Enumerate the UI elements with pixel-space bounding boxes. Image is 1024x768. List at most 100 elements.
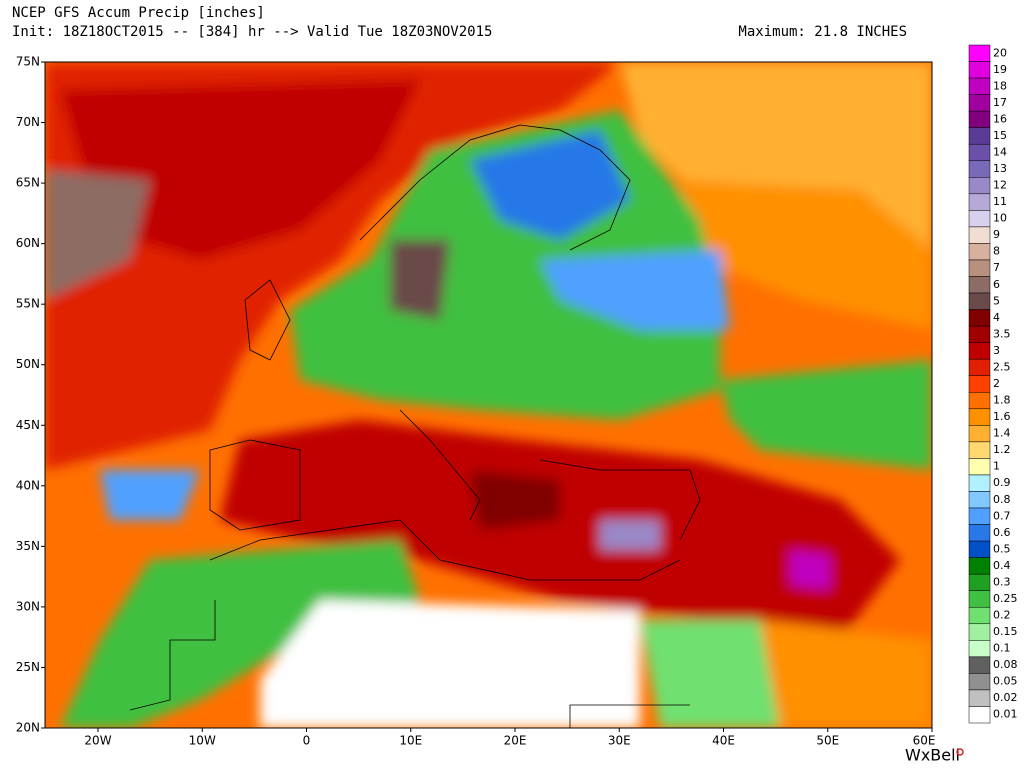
lat-label: 25N — [16, 660, 40, 674]
colorbar-label: 0.6 — [993, 526, 1011, 539]
colorbar-swatch — [968, 193, 991, 211]
colorbar-label: 0.1 — [993, 642, 1011, 655]
colorbar-label: 3.5 — [993, 327, 1011, 340]
atlantic-dark — [60, 80, 420, 260]
lat-label: 45N — [16, 418, 40, 432]
colorbar-swatch — [968, 640, 991, 658]
colorbar-swatch — [968, 276, 991, 294]
colorbar-label: 0.05 — [993, 675, 1018, 688]
lat-label: 20N — [16, 721, 40, 735]
colorbar-label: 0.02 — [993, 691, 1018, 704]
colorbar-label: 6 — [993, 278, 1000, 291]
colorbar-label: 1.2 — [993, 443, 1011, 456]
lat-label: 55N — [16, 297, 40, 311]
red-sea-green — [640, 620, 780, 728]
colorbar-label: 2.5 — [993, 360, 1011, 373]
colorbar-label: 11 — [993, 195, 1007, 208]
colorbar-swatch — [968, 706, 991, 724]
colorbar-label: 15 — [993, 129, 1007, 142]
credit-logo — [956, 748, 964, 756]
caspian-green — [720, 360, 932, 470]
lon-label: 20W — [84, 734, 111, 748]
lon-label: 40E — [712, 734, 735, 748]
colorbar-swatch — [968, 392, 991, 410]
colorbar-swatch — [968, 342, 991, 360]
colorbar-label: 2 — [993, 377, 1000, 390]
colorbar-swatch — [968, 44, 991, 62]
colorbar-label: 1.6 — [993, 410, 1011, 423]
colorbar-swatch — [968, 94, 991, 112]
colorbar-swatch — [968, 557, 991, 575]
colorbar-swatch — [968, 61, 991, 79]
maximum: Maximum: 21.8 INCHES — [738, 24, 907, 40]
colorbar-label: 5 — [993, 294, 1000, 307]
colorbar-swatch — [968, 507, 991, 525]
scandinavia-blue — [470, 130, 630, 240]
colorbar-label: 1.8 — [993, 394, 1011, 407]
coastlines — [129, 124, 701, 728]
lat-label: 70N — [16, 115, 40, 129]
iran-magenta — [790, 550, 830, 590]
colorbar-swatch — [968, 689, 991, 707]
colorbar-label: 0.25 — [993, 592, 1018, 605]
lat-label: 50N — [16, 357, 40, 371]
africa-coast — [209, 519, 681, 581]
init-line: Init: 18Z18OCT2015 -- [384] hr --> Valid… — [12, 24, 492, 40]
colorbar-swatch — [968, 441, 991, 459]
arabia-orange — [760, 620, 932, 728]
colorbar-swatch — [968, 160, 991, 178]
lon-label: 20E — [504, 734, 527, 748]
colorbar-label: 12 — [993, 179, 1007, 192]
colorbar-label: 3 — [993, 344, 1000, 357]
colorbar-swatch — [968, 243, 991, 261]
colorbar-swatch — [968, 524, 991, 542]
britain-coast — [244, 279, 291, 361]
lon-label: 30E — [608, 734, 631, 748]
colorbar-label: 4 — [993, 311, 1000, 324]
colorbar-swatch — [968, 458, 991, 476]
turkey-coast — [539, 459, 701, 541]
colorbar-label: 19 — [993, 63, 1007, 76]
colorbar-label: 8 — [993, 245, 1000, 258]
colorbar-swatch — [968, 143, 991, 162]
colorbar-label: 0.2 — [993, 609, 1011, 622]
colorbar-swatch — [968, 540, 991, 558]
colorbar-label: 0.01 — [993, 708, 1018, 721]
azores-blue — [100, 470, 200, 520]
lon-label: 10W — [189, 734, 216, 748]
colorbar-swatch — [968, 623, 991, 641]
lat-label: 60N — [16, 236, 40, 250]
colorbar-label: 0.4 — [993, 559, 1011, 572]
colorbar-label: 9 — [993, 228, 1000, 241]
colorbar-label: 0.5 — [993, 542, 1011, 555]
lat-label: 40N — [16, 478, 40, 492]
precip-blobs — [45, 62, 932, 728]
colorbar-label: 0.8 — [993, 493, 1011, 506]
colorbar-label: 18 — [993, 79, 1007, 92]
colorbar-swatch — [968, 474, 991, 492]
title: NCEP GFS Accum Precip [inches] — [12, 5, 265, 21]
colorbar-swatch — [968, 573, 991, 591]
colorbar-label: 7 — [993, 261, 1000, 274]
colorbar-label: 16 — [993, 112, 1007, 125]
scandinavia-coast — [359, 124, 631, 251]
colorbar-label: 0.9 — [993, 476, 1011, 489]
colorbar-swatch — [968, 673, 991, 691]
greenland-brown — [45, 170, 150, 300]
colorbar-swatch — [968, 425, 991, 443]
mediterranean-red — [220, 420, 900, 640]
colorbar-swatch — [968, 210, 991, 228]
precip-field — [45, 62, 932, 728]
colorbar-swatch — [968, 226, 991, 244]
baltic-blue — [540, 250, 730, 330]
lon-label: 0 — [303, 734, 311, 748]
colorbar-label: 0.3 — [993, 575, 1011, 588]
nafrica-green — [60, 540, 420, 728]
colorbar-label: 20 — [993, 46, 1007, 59]
lon-label: 10E — [399, 734, 422, 748]
adriatic-dark — [470, 470, 560, 530]
colorbar-swatch — [968, 177, 991, 195]
colorbar-swatch — [968, 375, 991, 393]
colorbar-swatch — [968, 491, 991, 509]
